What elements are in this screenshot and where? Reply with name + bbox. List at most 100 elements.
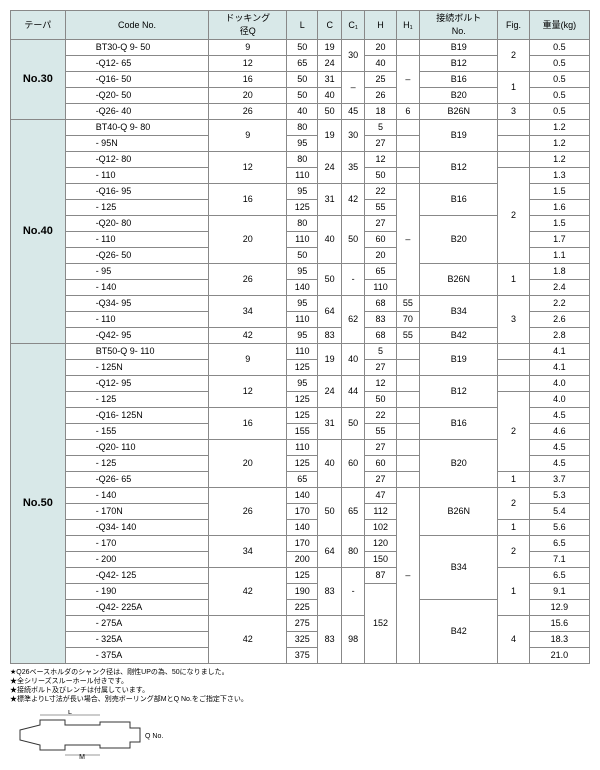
data-cell: 80 — [341, 536, 364, 568]
code-cell: - 155 — [65, 424, 209, 440]
data-cell: B42 — [420, 328, 498, 344]
data-cell: 5.6 — [529, 520, 589, 536]
col-header: C₁ — [341, 11, 364, 40]
data-cell: 102 — [365, 520, 396, 536]
data-cell: 12 — [365, 152, 396, 168]
data-cell: 5.4 — [529, 504, 589, 520]
data-cell: 190 — [287, 584, 318, 600]
data-cell: 55 — [396, 328, 419, 344]
data-cell: 50 — [287, 40, 318, 56]
data-cell: 42 — [209, 328, 287, 344]
data-cell: 6.5 — [529, 568, 589, 584]
data-cell: 34 — [209, 536, 287, 568]
code-cell: -Q26- 65 — [65, 472, 209, 488]
data-cell: 120 — [365, 536, 396, 552]
data-cell: 3 — [498, 296, 529, 344]
data-cell: 1.2 — [529, 120, 589, 136]
data-cell: 42 — [209, 568, 287, 616]
data-cell: 50 — [341, 216, 364, 264]
code-cell: - 190 — [65, 584, 209, 600]
data-cell: B19 — [420, 40, 498, 56]
data-cell: B26N — [420, 104, 498, 120]
data-cell: 95 — [287, 328, 318, 344]
taper-cell: No.50 — [11, 344, 66, 664]
col-header: ドッキング径Q — [209, 11, 287, 40]
code-cell: - 110 — [65, 232, 209, 248]
data-cell: 26 — [209, 488, 287, 536]
data-cell: 140 — [287, 520, 318, 536]
data-cell — [396, 440, 419, 456]
data-cell: 4.1 — [529, 360, 589, 376]
data-cell: 12 — [209, 376, 287, 408]
data-cell: 1.8 — [529, 264, 589, 280]
data-cell: B12 — [420, 56, 498, 72]
data-cell: - — [341, 568, 364, 616]
code-cell: -Q20- 50 — [65, 88, 209, 104]
data-cell: 19 — [318, 40, 341, 56]
data-cell: 12 — [209, 56, 287, 72]
data-cell: B34 — [420, 536, 498, 600]
data-cell: 170 — [287, 504, 318, 520]
data-cell: 40 — [318, 440, 341, 488]
data-cell: 24 — [318, 152, 341, 184]
data-cell: 16 — [209, 184, 287, 216]
data-cell: 9 — [209, 40, 287, 56]
data-cell — [396, 136, 419, 152]
data-cell: 65 — [287, 472, 318, 488]
data-cell: 1 — [498, 472, 529, 488]
code-cell: - 200 — [65, 552, 209, 568]
data-cell: 4.6 — [529, 424, 589, 440]
data-cell: 50 — [341, 408, 364, 440]
code-cell: - 140 — [65, 488, 209, 504]
data-cell: 50 — [287, 88, 318, 104]
data-cell: 60 — [341, 440, 364, 488]
data-cell: 83 — [365, 312, 396, 328]
data-cell: 27 — [365, 216, 396, 232]
code-cell: -Q42- 95 — [65, 328, 209, 344]
data-cell: 60 — [365, 456, 396, 472]
data-cell: 95 — [287, 136, 318, 152]
data-cell: 40 — [318, 216, 341, 264]
data-cell: 1 — [498, 72, 529, 104]
code-cell: - 140 — [65, 280, 209, 296]
data-cell: 2 — [498, 168, 529, 264]
data-cell: 50 — [365, 392, 396, 408]
data-cell: 112 — [365, 504, 396, 520]
data-cell — [498, 344, 529, 360]
data-cell: B42 — [420, 600, 498, 664]
data-cell: 50 — [287, 72, 318, 88]
data-cell: 19 — [318, 344, 341, 376]
code-cell: - 95N — [65, 136, 209, 152]
data-cell: 95 — [287, 184, 318, 200]
data-cell: 24 — [318, 56, 341, 72]
col-header: L — [287, 11, 318, 40]
data-cell: B16 — [420, 72, 498, 88]
diagram-label-Q: Q No. — [145, 733, 163, 740]
data-cell: 27 — [365, 136, 396, 152]
data-cell: 50 — [318, 104, 341, 120]
data-cell: 5.3 — [529, 488, 589, 504]
data-cell: 40 — [318, 88, 341, 104]
data-cell — [396, 168, 419, 184]
data-cell: 5 — [365, 344, 396, 360]
data-cell — [396, 344, 419, 360]
code-cell: - 125N — [65, 360, 209, 376]
data-cell: 2 — [498, 488, 529, 520]
data-cell: 62 — [341, 296, 364, 344]
data-cell: 50 — [318, 264, 341, 296]
data-cell — [396, 472, 419, 488]
data-cell: 80 — [287, 216, 318, 232]
data-cell: 18.3 — [529, 632, 589, 648]
data-cell: 275 — [287, 616, 318, 632]
data-cell: 110 — [287, 440, 318, 456]
data-cell: B20 — [420, 88, 498, 104]
note-line: ★接続ボルト及びレンチは付属しています。 — [10, 686, 590, 695]
data-cell: 110 — [287, 312, 318, 328]
code-cell: -Q12- 95 — [65, 376, 209, 392]
data-cell: 9.1 — [529, 584, 589, 600]
data-cell: 64 — [318, 296, 341, 328]
data-cell — [396, 376, 419, 392]
data-cell: 20 — [365, 248, 396, 264]
data-cell — [396, 456, 419, 472]
data-cell — [498, 152, 529, 168]
